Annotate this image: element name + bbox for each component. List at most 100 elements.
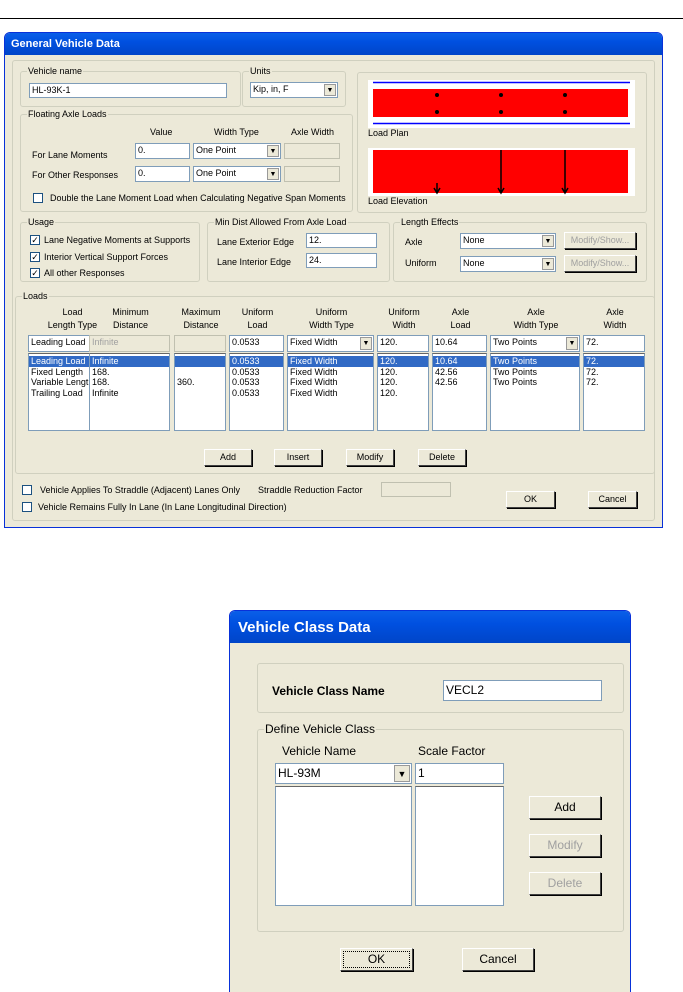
loads-column-list[interactable]: 360.: [174, 353, 226, 431]
axle-modify-show-button[interactable]: Modify/Show...: [564, 232, 636, 249]
loads-column-list[interactable]: Two Points Two Points Two Points: [490, 353, 580, 431]
list-item[interactable]: Fixed Width: [288, 356, 373, 367]
straddle-factor-input[interactable]: [381, 482, 451, 497]
lane-moments-value-input[interactable]: 0.: [135, 143, 190, 159]
class-name-input[interactable]: VECL2: [443, 680, 602, 701]
loads-column-list[interactable]: Fixed Width Fixed Width Fixed Width Fixed W…: [287, 353, 374, 431]
cancel-button[interactable]: Cancel: [588, 491, 637, 508]
list-item[interactable]: 120.: [378, 356, 428, 367]
loads-column-list[interactable]: 0.0533 0.0533 0.0533 0.0533: [229, 353, 284, 431]
lane-interior-edge-input[interactable]: 24.: [306, 253, 377, 268]
list-item[interactable]: Two Points: [493, 366, 538, 377]
list-item[interactable]: Fixed Width: [290, 387, 338, 398]
list-item[interactable]: 72.: [584, 356, 644, 367]
vehicle-name-list[interactable]: [275, 786, 412, 906]
list-item[interactable]: 360.: [177, 377, 195, 387]
group-label: Loads: [22, 291, 49, 301]
list-item[interactable]: 0.0533: [232, 366, 260, 377]
units-select[interactable]: Kip, in, F ▼: [250, 82, 338, 98]
loads-column-list[interactable]: 72. 72. 72.: [583, 353, 645, 431]
loads-column-list[interactable]: 120. 120. 120. 120.: [377, 353, 429, 431]
list-item[interactable]: Fixed Width: [290, 377, 338, 387]
list-item[interactable]: [175, 388, 225, 399]
class-ok-button[interactable]: OK: [340, 948, 413, 971]
group-label: Min Dist Allowed From Axle Load: [214, 217, 348, 227]
other-responses-axle-width-input[interactable]: [284, 166, 340, 182]
edit-row-field[interactable]: 0.0533: [229, 335, 284, 352]
axle-length-effect-select[interactable]: None ▼: [460, 233, 556, 249]
usage-checkbox-interior-vertical[interactable]: ✓: [30, 252, 40, 262]
list-item[interactable]: Two Points: [493, 377, 538, 387]
list-item[interactable]: 120.: [380, 387, 398, 398]
edit-row-field[interactable]: 72.: [583, 335, 645, 352]
list-item[interactable]: 168.: [92, 366, 110, 377]
vehicle-name-group: Vehicle name: [20, 66, 241, 107]
lane-moments-width-type-select[interactable]: One Point ▼: [193, 143, 281, 159]
list-item[interactable]: Variable Length: [31, 377, 94, 387]
dialog-title: Vehicle Class Data: [238, 619, 371, 636]
loads-column-list[interactable]: Infinite 168. 168. Infinite: [89, 353, 170, 431]
edit-row-field[interactable]: Infinite: [89, 335, 170, 352]
list-item[interactable]: Trailing Load: [31, 387, 83, 398]
ok-button[interactable]: OK: [506, 491, 555, 508]
insert-load-button[interactable]: Insert: [274, 449, 322, 466]
modify-load-button[interactable]: Modify: [346, 449, 394, 466]
usage-checkbox-all-other[interactable]: ✓: [30, 268, 40, 278]
list-item[interactable]: [175, 367, 225, 378]
units-group: Units: [242, 66, 346, 107]
edit-row-field[interactable]: [174, 335, 226, 352]
double-lane-moment-checkbox[interactable]: [33, 193, 43, 203]
list-item[interactable]: Two Points: [491, 356, 579, 367]
lane-interior-edge-label: Lane Interior Edge: [217, 257, 292, 267]
uniform-length-effect-select[interactable]: None ▼: [460, 256, 556, 272]
edit-row-field[interactable]: Two Points ▼: [490, 335, 580, 352]
list-item[interactable]: 0.0533: [230, 356, 283, 367]
usage-checkbox-lane-negative[interactable]: ✓: [30, 235, 40, 245]
list-item[interactable]: Infinite: [90, 356, 169, 367]
list-item[interactable]: Fixed Length: [31, 366, 84, 377]
group-label: Usage: [27, 217, 56, 227]
list-item[interactable]: 120.: [380, 366, 398, 377]
uniform-modify-show-button[interactable]: Modify/Show...: [564, 255, 636, 272]
vehicle-name-input[interactable]: HL-93K-1: [29, 83, 227, 98]
group-label: Vehicle name: [27, 66, 84, 76]
list-item[interactable]: Leading Load: [29, 356, 114, 367]
list-item[interactable]: [175, 356, 225, 367]
list-item[interactable]: 120.: [380, 377, 398, 387]
list-item[interactable]: Fixed Width: [290, 366, 338, 377]
list-item[interactable]: Infinite: [92, 387, 119, 398]
min-dist-group: Min Dist Allowed From Axle Load: [207, 217, 390, 282]
straddle-checkbox[interactable]: [22, 485, 32, 495]
title-bar[interactable]: General Vehicle Data: [5, 33, 662, 55]
list-item[interactable]: 168.: [92, 377, 110, 387]
delete-load-button[interactable]: Delete: [418, 449, 466, 466]
list-item[interactable]: 72.: [586, 366, 599, 377]
list-item[interactable]: 0.0533: [232, 387, 260, 398]
title-bar[interactable]: Vehicle Class Data: [230, 611, 630, 643]
scale-factor-input[interactable]: 1: [415, 763, 504, 784]
field-value: Fixed Width: [290, 337, 338, 347]
add-vehicle-button[interactable]: Add: [529, 796, 601, 819]
in-lane-checkbox[interactable]: [22, 502, 32, 512]
edit-row-field[interactable]: Fixed Width ▼: [287, 335, 374, 352]
modify-vehicle-button[interactable]: Modify: [529, 834, 601, 857]
axle-arrow: [497, 150, 505, 195]
lane-moments-axle-width-input[interactable]: [284, 143, 340, 159]
edit-row-field[interactable]: 10.64: [432, 335, 487, 352]
list-item[interactable]: 0.0533: [232, 377, 260, 387]
edit-row-field[interactable]: 120.: [377, 335, 429, 352]
add-load-button[interactable]: Add: [204, 449, 252, 466]
list-item[interactable]: 42.56: [435, 377, 458, 387]
loads-column-list[interactable]: 10.64 42.56 42.56: [432, 353, 487, 431]
other-responses-label: For Other Responses: [32, 170, 119, 180]
delete-vehicle-button[interactable]: Delete: [529, 872, 601, 895]
list-item[interactable]: 72.: [586, 377, 599, 387]
scale-factor-list[interactable]: [415, 786, 504, 906]
list-item[interactable]: 42.56: [435, 366, 458, 377]
other-responses-width-type-select[interactable]: One Point ▼: [193, 166, 281, 182]
class-cancel-button[interactable]: Cancel: [462, 948, 534, 971]
list-item[interactable]: 10.64: [433, 356, 486, 367]
other-responses-value-input[interactable]: 0.: [135, 166, 190, 182]
vehicle-name-select[interactable]: HL-93M ▼: [275, 763, 412, 784]
lane-exterior-edge-input[interactable]: 12.: [306, 233, 377, 248]
